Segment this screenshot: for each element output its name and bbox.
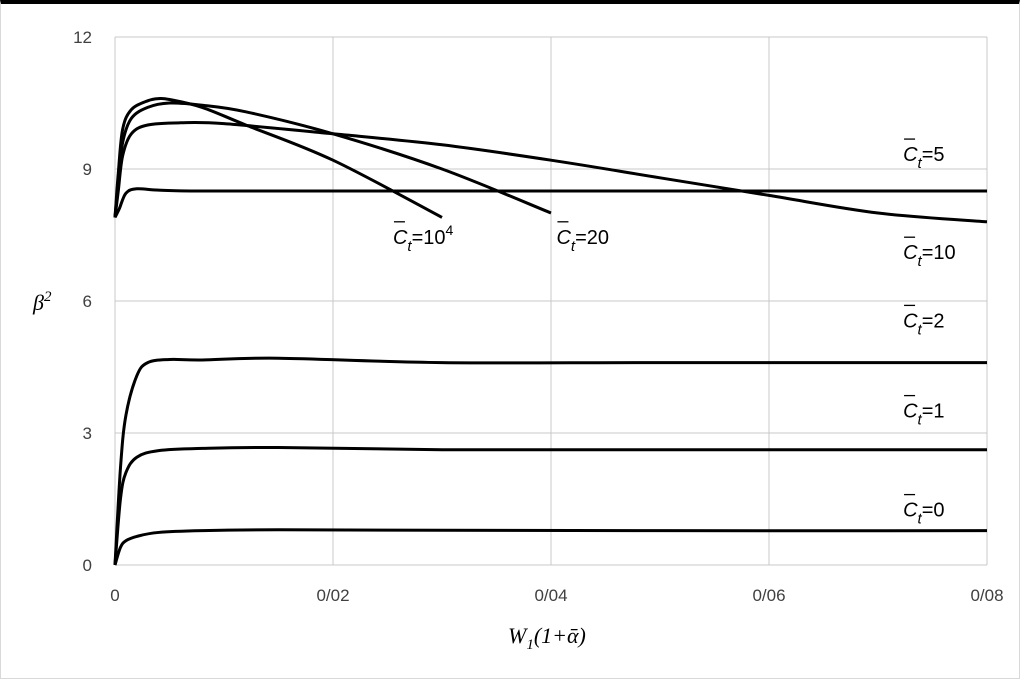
x-tick-label: 0/08 [970,586,1003,605]
series-labels: Ct=0 Ct=1 Ct=2 Ct=5 Ct=10 Ct=20 Ct=104 [393,138,956,528]
y-axis-ticks: 0 3 6 9 12 [73,28,92,575]
series-line-1 [113,445,987,566]
label-text: Ct=20 [556,227,609,255]
series-line-0 [113,528,988,566]
y-axis-title: β2 [32,289,52,315]
y-tick-label: 3 [83,424,92,443]
series-label-4: Ct=10 [903,236,956,270]
label-text: Ct=10 [903,242,956,270]
x-tick-label: 0/04 [534,586,567,605]
series-label-5: Ct=20 [556,221,609,255]
y-tick-label: 6 [83,292,92,311]
x-axis-ticks: 0 0/02 0/04 0/06 0/08 [110,586,1003,605]
series-label-3: Ct=5 [903,138,945,172]
grid [114,36,988,566]
series-label-6: Ct=104 [393,221,454,255]
series-label-2: Ct=2 [903,304,945,338]
series-lines [113,96,988,566]
x-tick-label: 0/06 [752,586,785,605]
y-tick-label: 0 [83,556,92,575]
series-line-6 [113,96,443,219]
x-axis-title: W1(1+ᾱ) [508,623,586,653]
series-line-2 [113,356,987,566]
label-text: Ct=5 [903,144,944,172]
x-tick-label: 0/02 [316,586,349,605]
series-line-3 [113,187,987,219]
y-tick-label: 9 [83,160,92,179]
series-label-0: Ct=0 [903,493,945,528]
y-tick-label: 12 [73,28,92,47]
label-text: Ct=2 [903,310,944,338]
label-text: Ct=0 [903,500,944,528]
series-label-1: Ct=1 [903,394,945,429]
label-text: Ct=1 [903,401,944,429]
series-line-4 [113,120,988,224]
label-text: Ct=104 [393,222,454,255]
x-tick-label: 0 [110,586,119,605]
